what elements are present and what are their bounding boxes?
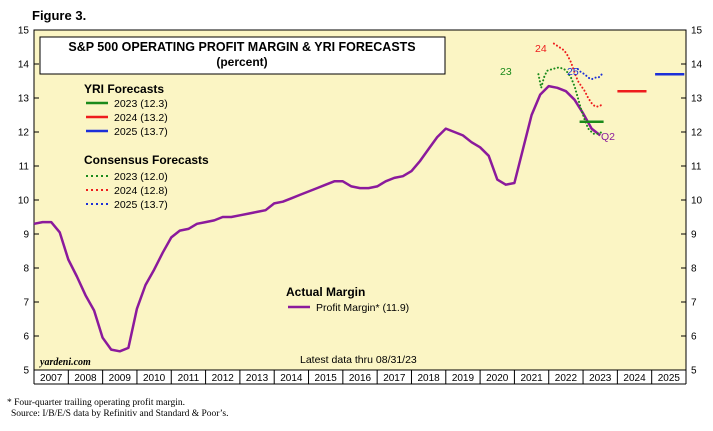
x-tick-label: 2017	[383, 373, 406, 384]
legend-consensus: Consensus Forecasts 2023 (12.0) 2024 (12…	[84, 153, 209, 211]
x-tick-label: 2010	[143, 373, 166, 384]
x-tick-label: 2009	[109, 373, 132, 384]
label-24: 24	[535, 43, 547, 55]
footnote: * Four-quarter trailing operating profit…	[7, 398, 229, 420]
series-line-4	[537, 66, 603, 135]
legend-yri-2023-label: 2023 (12.3)	[114, 98, 168, 110]
y-tick-label-right: 14	[691, 60, 703, 71]
watermark: yardeni.com	[39, 357, 91, 368]
x-tick-label: 2022	[555, 373, 578, 384]
x-tick-label: 2020	[486, 373, 509, 384]
y-tick-label-left: 11	[19, 162, 30, 173]
y-tick-label-right: 11	[691, 162, 702, 173]
y-tick-label-left: 14	[18, 60, 30, 71]
chart-title: S&P 500 OPERATING PROFIT MARGIN & YRI FO…	[68, 40, 415, 54]
x-tick-label: 2018	[418, 373, 441, 384]
label-q2: Q2	[601, 131, 615, 143]
profit-margin-chart: 5 5 6 6 7 7 8 8 9 9 10 10 11 11 12 12 13 13 14 14 15 15 2007 20…	[18, 26, 703, 385]
legend-actual: Actual Margin Profit Margin* (11.9)	[286, 285, 409, 314]
x-tick-label: 2011	[178, 373, 200, 384]
x-tick-label: 2025	[658, 373, 681, 384]
series-line-6	[576, 68, 603, 81]
label-23: 23	[500, 66, 512, 78]
label-25: 25	[567, 66, 579, 78]
legend-yri: YRI Forecasts 2023 (12.3) 2024 (13.2) 20…	[84, 82, 168, 138]
legend-consensus-2023-label: 2023 (12.0)	[114, 171, 168, 183]
y-tick-label-right: 15	[691, 26, 703, 37]
x-tick-label: 2019	[452, 373, 475, 384]
legend-actual-heading: Actual Margin	[286, 285, 365, 299]
title-box: S&P 500 OPERATING PROFIT MARGIN & YRI FO…	[39, 36, 446, 75]
legend-yri-heading: YRI Forecasts	[84, 82, 164, 96]
y-tick-label-right: 5	[691, 366, 697, 377]
y-tick-label-left: 10	[18, 196, 30, 207]
x-tick-label: 2016	[349, 373, 372, 384]
series-line-5	[552, 42, 603, 108]
y-tick-label-left: 6	[23, 332, 29, 343]
y-tick-label-right: 9	[691, 230, 697, 241]
x-tick-label: 2014	[280, 373, 303, 384]
legend-actual-label: Profit Margin* (11.9)	[316, 302, 409, 314]
series-line-0	[33, 84, 601, 353]
footnote-line-1: * Four-quarter trailing operating profit…	[7, 398, 185, 408]
y-tick-label-right: 10	[691, 196, 703, 207]
y-tick-label-right: 13	[691, 94, 703, 105]
x-tick-label: 2023	[589, 373, 612, 384]
x-tick-label: 2013	[246, 373, 269, 384]
chart-subtitle: (percent)	[216, 55, 267, 69]
axis-ticks: 5 5 6 6 7 7 8 8 9 9 10 10 11 11 12 12 13 13 14 14 15 15 2007 20…	[18, 26, 703, 385]
y-tick-label-left: 7	[23, 298, 29, 309]
legend-yri-2025-label: 2025 (13.7)	[114, 126, 168, 138]
x-tick-label: 2012	[212, 373, 235, 384]
x-tick-label: 2015	[315, 373, 338, 384]
x-tick-label: 2008	[74, 373, 97, 384]
y-tick-label-left: 9	[23, 230, 29, 241]
y-tick-label-left: 8	[23, 264, 29, 275]
y-tick-label-left: 12	[18, 128, 30, 139]
source-line: Source: I/B/E/S data by Refinitiv and St…	[11, 409, 229, 419]
legend-yri-2024-label: 2024 (13.2)	[114, 112, 168, 124]
x-tick-label: 2021	[520, 373, 543, 384]
legend-consensus-2025-label: 2025 (13.7)	[114, 199, 168, 211]
series-lines	[33, 42, 685, 353]
y-tick-label-right: 8	[691, 264, 697, 275]
y-tick-label-right: 12	[691, 128, 703, 139]
legend-consensus-2024-label: 2024 (12.8)	[114, 185, 168, 197]
legend-consensus-heading: Consensus Forecasts	[84, 153, 209, 167]
latest-data-note: Latest data thru 08/31/23	[300, 354, 417, 366]
y-tick-label-right: 7	[691, 298, 697, 309]
x-tick-label: 2024	[623, 373, 646, 384]
y-tick-label-left: 5	[23, 366, 29, 377]
y-tick-label-left: 13	[18, 94, 30, 105]
y-tick-label-left: 15	[18, 26, 30, 37]
x-tick-label: 2007	[40, 373, 63, 384]
y-tick-label-right: 6	[691, 332, 697, 343]
figure-label: Figure 3.	[32, 8, 87, 23]
